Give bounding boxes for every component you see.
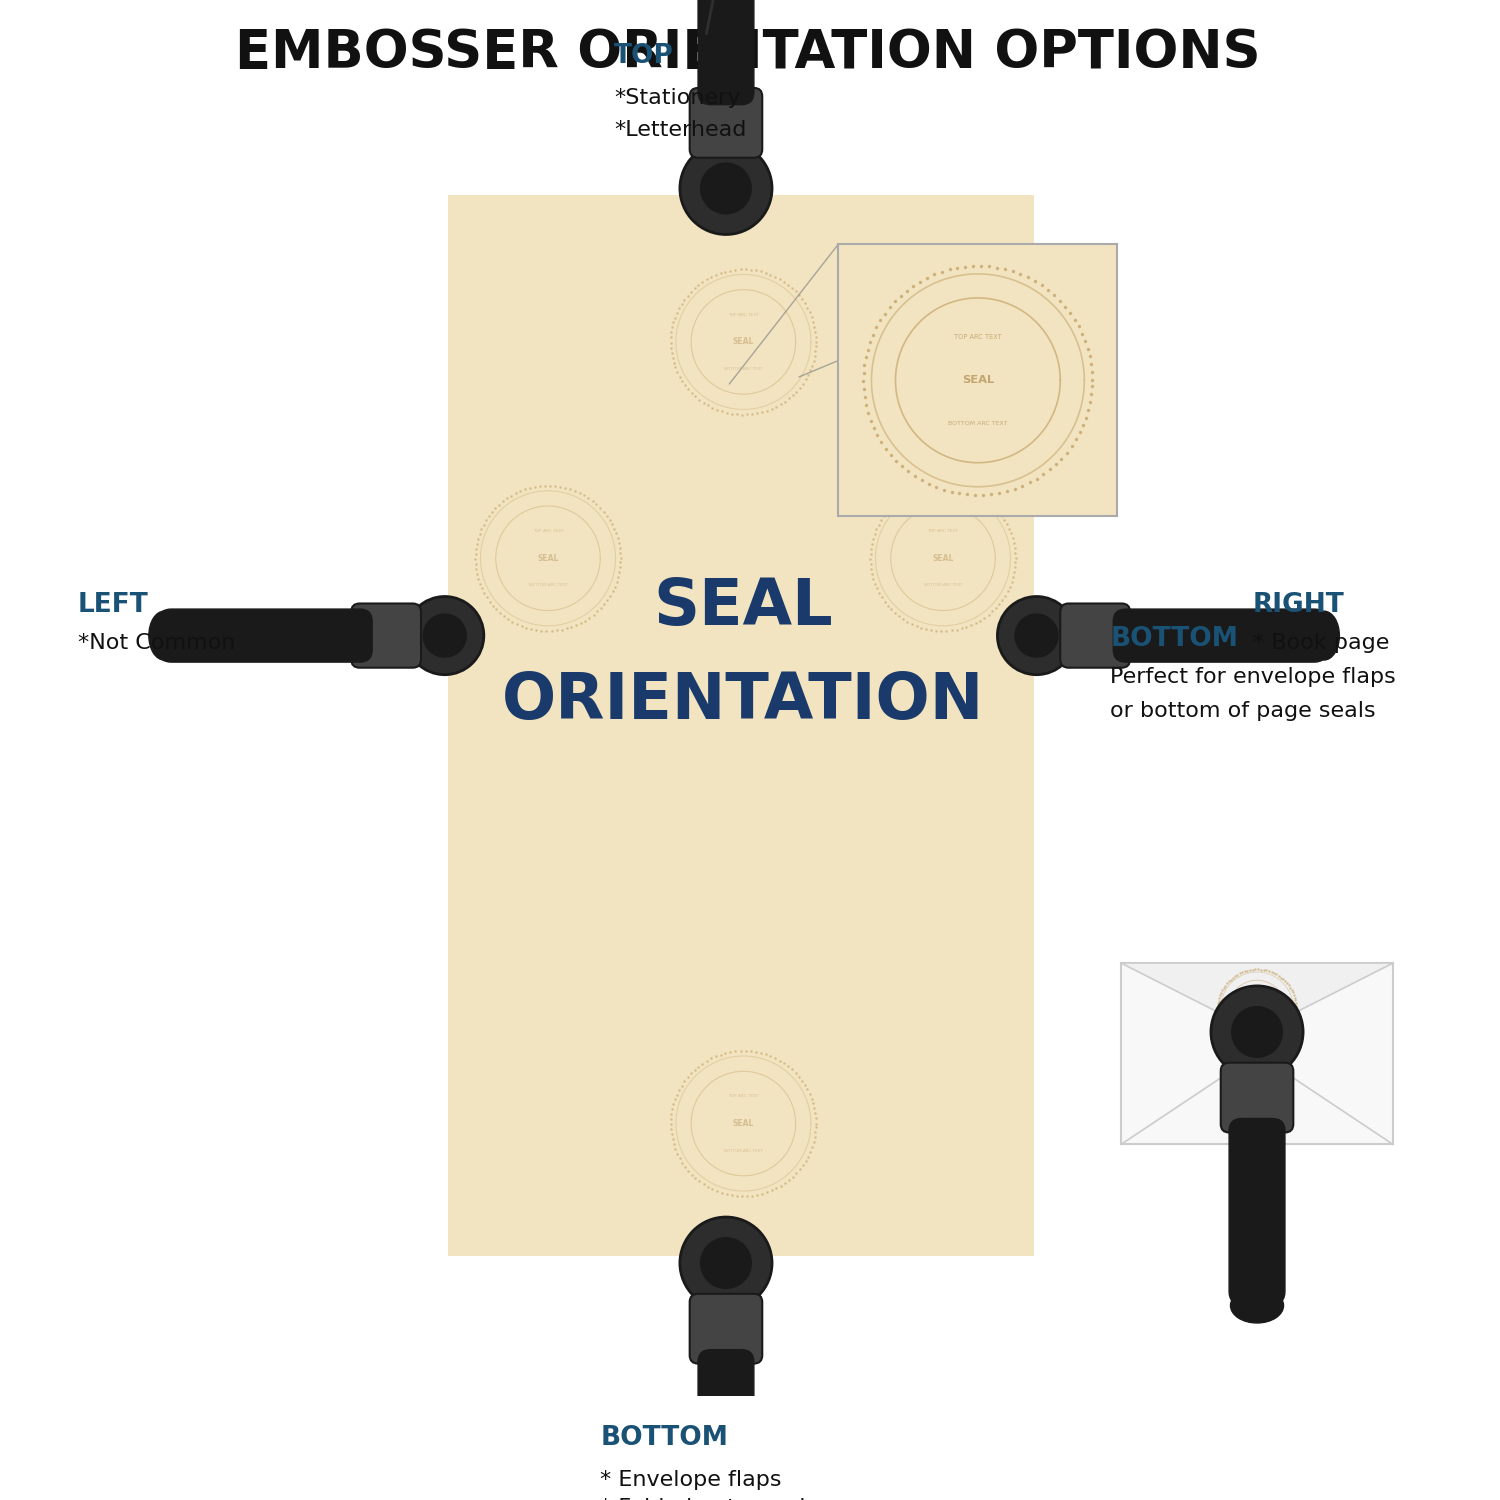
Circle shape [1016, 614, 1058, 657]
Circle shape [1232, 1007, 1282, 1058]
Text: TOP ARC TEXT: TOP ARC TEXT [532, 530, 564, 532]
FancyBboxPatch shape [690, 88, 762, 158]
Ellipse shape [1308, 610, 1340, 660]
Bar [447, 195, 1034, 1256]
Ellipse shape [148, 610, 180, 660]
Text: * Book page: * Book page [1252, 633, 1389, 652]
Text: SEAL: SEAL [654, 576, 833, 638]
Circle shape [405, 597, 484, 675]
Text: TOP ARC TEXT: TOP ARC TEXT [954, 334, 1002, 340]
Text: RIGHT: RIGHT [1252, 592, 1344, 618]
Text: BOTTOM: BOTTOM [1110, 626, 1239, 652]
Text: SEAL: SEAL [962, 375, 994, 386]
Text: TOP ARC TEXT: TOP ARC TEXT [728, 314, 759, 316]
FancyBboxPatch shape [1228, 1119, 1286, 1304]
FancyBboxPatch shape [698, 0, 754, 105]
Text: Perfect for envelope flaps: Perfect for envelope flaps [1110, 668, 1396, 687]
Text: TOP ARC TEXT: TOP ARC TEXT [927, 530, 958, 532]
Text: SEAL: SEAL [732, 1119, 754, 1128]
Text: BOTTOM ARC TEXT: BOTTOM ARC TEXT [528, 584, 567, 588]
FancyBboxPatch shape [159, 609, 372, 662]
Text: BOTTOM ARC TEXT: BOTTOM ARC TEXT [724, 368, 764, 370]
FancyBboxPatch shape [690, 1294, 762, 1364]
Text: SEAL: SEAL [732, 338, 754, 346]
Ellipse shape [1230, 1288, 1284, 1323]
Text: *Not Common: *Not Common [78, 633, 236, 652]
Circle shape [700, 164, 752, 213]
Text: BOTTOM ARC TEXT: BOTTOM ARC TEXT [724, 1149, 764, 1152]
Text: SEAL: SEAL [1248, 1005, 1266, 1011]
FancyBboxPatch shape [698, 1350, 754, 1500]
FancyBboxPatch shape [1113, 609, 1328, 662]
Circle shape [680, 1216, 772, 1310]
Circle shape [423, 614, 466, 657]
Text: TOP ARC TEXT: TOP ARC TEXT [1244, 992, 1270, 996]
Text: or bottom of page seals: or bottom of page seals [1110, 700, 1376, 720]
Bar [839, 244, 1118, 516]
Text: BOTTOM ARC TEXT: BOTTOM ARC TEXT [948, 420, 1008, 426]
Text: EMBOSSER ORIENTATION OPTIONS: EMBOSSER ORIENTATION OPTIONS [236, 27, 1260, 80]
Text: BOTTOM: BOTTOM [600, 1425, 728, 1450]
Circle shape [998, 597, 1076, 675]
Text: BOTTOM ARC TEXT: BOTTOM ARC TEXT [1239, 1022, 1275, 1025]
Circle shape [680, 142, 772, 234]
Text: * Folded note cards: * Folded note cards [600, 1497, 818, 1500]
Bar [1120, 963, 1394, 1144]
Text: *Letterhead: *Letterhead [615, 120, 747, 140]
Text: LEFT: LEFT [78, 592, 148, 618]
Text: BOTTOM ARC TEXT: BOTTOM ARC TEXT [924, 584, 963, 588]
Circle shape [700, 1238, 752, 1288]
FancyBboxPatch shape [1060, 603, 1130, 668]
Text: ORIENTATION: ORIENTATION [503, 669, 984, 732]
FancyBboxPatch shape [1221, 1062, 1293, 1132]
Polygon shape [1120, 963, 1394, 1032]
Text: TOP ARC TEXT: TOP ARC TEXT [728, 1095, 759, 1098]
Text: SEAL: SEAL [537, 554, 558, 562]
Text: *Stationery: *Stationery [615, 88, 741, 108]
FancyBboxPatch shape [351, 603, 422, 668]
Text: TOP: TOP [615, 44, 674, 69]
Circle shape [1210, 986, 1304, 1078]
Text: SEAL: SEAL [933, 554, 954, 562]
Text: * Envelope flaps: * Envelope flaps [600, 1470, 782, 1490]
